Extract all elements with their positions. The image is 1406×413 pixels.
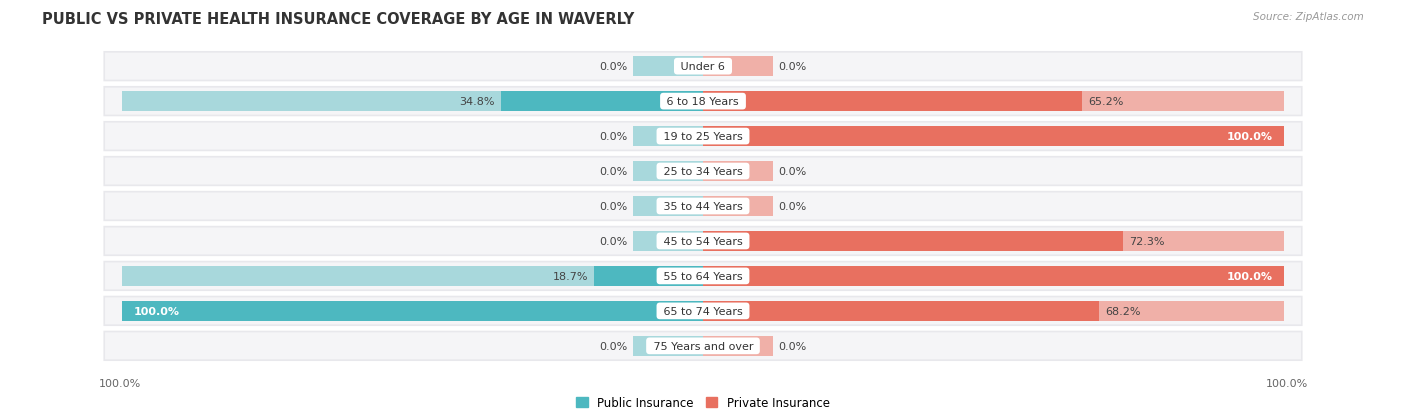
Text: 0.0%: 0.0% bbox=[779, 166, 807, 177]
Text: Source: ZipAtlas.com: Source: ZipAtlas.com bbox=[1253, 12, 1364, 22]
Bar bbox=[703, 336, 773, 356]
Text: 0.0%: 0.0% bbox=[599, 202, 627, 211]
FancyBboxPatch shape bbox=[104, 297, 1302, 325]
Text: 100.0%: 100.0% bbox=[98, 378, 141, 388]
Text: 100.0%: 100.0% bbox=[134, 306, 180, 316]
Bar bbox=[633, 57, 703, 77]
Text: 65.2%: 65.2% bbox=[1088, 97, 1123, 107]
FancyBboxPatch shape bbox=[104, 227, 1302, 256]
Bar bbox=[1083, 92, 1284, 112]
Text: 0.0%: 0.0% bbox=[599, 236, 627, 247]
Text: 100.0%: 100.0% bbox=[1226, 132, 1272, 142]
Bar bbox=[633, 127, 703, 147]
Bar bbox=[633, 197, 703, 216]
FancyBboxPatch shape bbox=[104, 88, 1302, 116]
Bar bbox=[703, 197, 773, 216]
Bar bbox=[1099, 301, 1284, 321]
Text: 55 to 64 Years: 55 to 64 Years bbox=[659, 271, 747, 281]
Bar bbox=[703, 231, 1123, 252]
Text: 100.0%: 100.0% bbox=[1265, 378, 1308, 388]
FancyBboxPatch shape bbox=[104, 157, 1302, 186]
Bar bbox=[122, 301, 703, 321]
Text: 0.0%: 0.0% bbox=[599, 62, 627, 72]
Text: 25 to 34 Years: 25 to 34 Years bbox=[659, 166, 747, 177]
Bar bbox=[501, 92, 703, 112]
Text: 18.7%: 18.7% bbox=[553, 271, 589, 281]
Bar bbox=[122, 92, 501, 112]
Bar bbox=[633, 336, 703, 356]
Text: 0.0%: 0.0% bbox=[599, 166, 627, 177]
Text: PUBLIC VS PRIVATE HEALTH INSURANCE COVERAGE BY AGE IN WAVERLY: PUBLIC VS PRIVATE HEALTH INSURANCE COVER… bbox=[42, 12, 634, 27]
Text: 35 to 44 Years: 35 to 44 Years bbox=[659, 202, 747, 211]
Bar bbox=[703, 301, 1099, 321]
Bar bbox=[703, 161, 773, 182]
Text: 6 to 18 Years: 6 to 18 Years bbox=[664, 97, 742, 107]
FancyBboxPatch shape bbox=[104, 192, 1302, 221]
Bar bbox=[703, 57, 773, 77]
Legend: Public Insurance, Private Insurance: Public Insurance, Private Insurance bbox=[571, 392, 835, 413]
Bar bbox=[703, 266, 1284, 286]
FancyBboxPatch shape bbox=[104, 262, 1302, 291]
FancyBboxPatch shape bbox=[104, 53, 1302, 81]
Text: 100.0%: 100.0% bbox=[1226, 271, 1272, 281]
Text: 72.3%: 72.3% bbox=[1129, 236, 1164, 247]
Bar bbox=[703, 92, 1083, 112]
FancyBboxPatch shape bbox=[104, 122, 1302, 151]
Text: 0.0%: 0.0% bbox=[779, 202, 807, 211]
Text: 75 Years and over: 75 Years and over bbox=[650, 341, 756, 351]
Text: 19 to 25 Years: 19 to 25 Years bbox=[659, 132, 747, 142]
Text: 65 to 74 Years: 65 to 74 Years bbox=[659, 306, 747, 316]
Bar bbox=[633, 231, 703, 252]
Text: 0.0%: 0.0% bbox=[779, 341, 807, 351]
Text: Under 6: Under 6 bbox=[678, 62, 728, 72]
Bar bbox=[1123, 231, 1284, 252]
Text: 0.0%: 0.0% bbox=[599, 132, 627, 142]
Bar bbox=[122, 266, 595, 286]
FancyBboxPatch shape bbox=[104, 332, 1302, 360]
Bar bbox=[633, 161, 703, 182]
Bar bbox=[703, 127, 1284, 147]
Text: 0.0%: 0.0% bbox=[599, 341, 627, 351]
Text: 45 to 54 Years: 45 to 54 Years bbox=[659, 236, 747, 247]
Text: 34.8%: 34.8% bbox=[460, 97, 495, 107]
Bar bbox=[595, 266, 703, 286]
Text: 0.0%: 0.0% bbox=[779, 62, 807, 72]
Text: 68.2%: 68.2% bbox=[1105, 306, 1140, 316]
